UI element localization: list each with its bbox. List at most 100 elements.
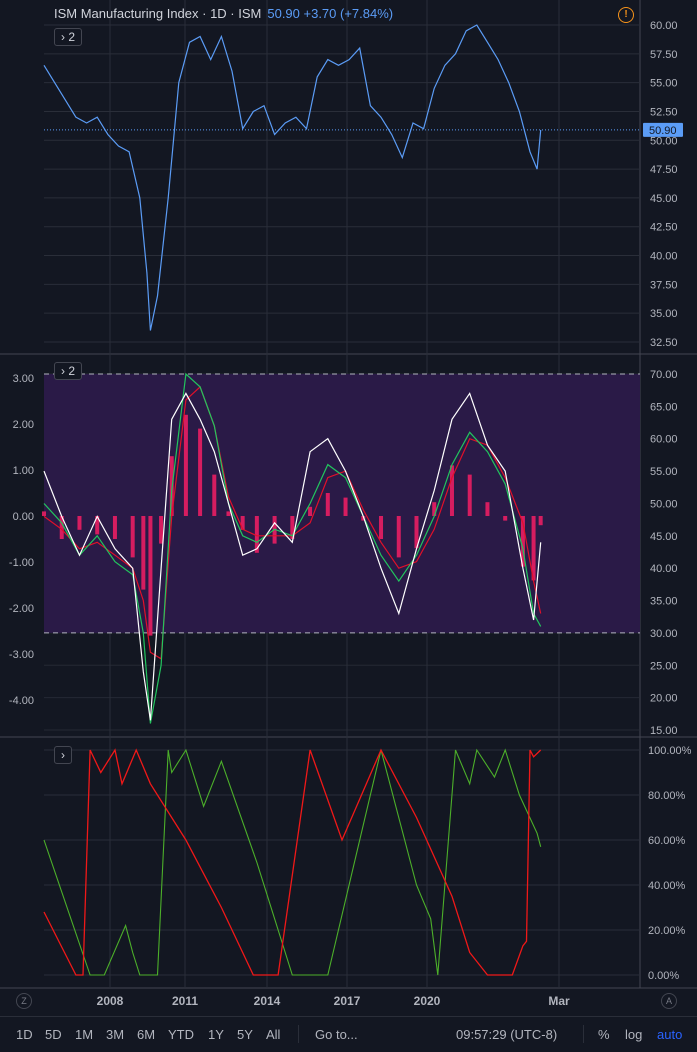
y-tick-label: 100.00%: [648, 745, 692, 757]
y-tick-label: 20.00: [650, 693, 678, 705]
y-tick-label: 30.00: [650, 628, 678, 640]
range-1d-button[interactable]: 1D: [16, 1027, 33, 1042]
histogram-bar: [183, 414, 188, 516]
range-ytd-button[interactable]: YTD: [168, 1027, 194, 1042]
histogram-bar: [148, 516, 153, 636]
histogram-bar: [226, 511, 231, 516]
y-tick-label: 15.00: [650, 725, 678, 737]
last-price-change: 50.90 +3.70 (+7.84%): [267, 6, 394, 21]
histogram-bar: [414, 516, 419, 549]
left-y-tick-label: 2.00: [13, 419, 34, 431]
y-tick-label: 47.50: [650, 164, 678, 176]
y-tick-label: 20.00%: [648, 925, 686, 937]
fast-ma-line: [43, 372, 542, 724]
y-tick-label: 40.00: [650, 251, 678, 263]
histogram-bar: [308, 506, 313, 516]
x-tick-label: 2008: [97, 994, 124, 1008]
histogram-bar: [240, 516, 245, 530]
histogram-bar: [432, 502, 437, 516]
left-y-tick-label: 3.00: [13, 373, 34, 385]
histogram-bar: [325, 493, 330, 516]
y-tick-label: 70.00: [650, 369, 678, 381]
y-tick-label: 60.00: [650, 434, 678, 446]
left-y-tick-label: -1.00: [9, 557, 34, 569]
left-y-tick-label: -3.00: [9, 649, 34, 661]
range-3m-button[interactable]: 3M: [106, 1027, 125, 1042]
y-tick-label: 55.00: [650, 466, 678, 478]
y-tick-label: 32.50: [650, 337, 678, 349]
histogram-bar: [77, 516, 82, 530]
y-tick-label: 60.00%: [648, 835, 686, 847]
y-tick-label: 35.00: [650, 596, 678, 608]
histogram-bar: [59, 516, 64, 539]
x-tick-label: 2017: [334, 994, 361, 1008]
percent-scale-toggle[interactable]: %: [598, 1027, 610, 1042]
chevron-right-icon: ›: [61, 30, 65, 44]
y-tick-label: 65.00: [650, 401, 678, 413]
histogram-bar: [159, 516, 164, 544]
y-tick-label: 40.00%: [648, 880, 686, 892]
price-axes: 2008 2011 2014 2017 2020 Mar 60.00 57.50 55.00 52…: [9, 20, 692, 1008]
log-scale-toggle[interactable]: log: [625, 1027, 643, 1042]
collapse-count: 2: [68, 364, 76, 378]
alert-icon[interactable]: !: [618, 7, 634, 23]
price-series-line: [43, 24, 542, 331]
range-5d-button[interactable]: 5D: [45, 1027, 62, 1042]
chevron-right-icon: ›: [61, 364, 65, 378]
histogram-bar: [42, 511, 46, 516]
histogram-bar: [212, 474, 217, 516]
y-tick-label: 60.00: [650, 20, 678, 32]
range-1y-button[interactable]: 1Y: [208, 1027, 224, 1042]
auto-scale-button[interactable]: A: [661, 993, 677, 1009]
clock-display: 09:57:29 (UTC-8): [456, 1027, 558, 1042]
collapse-pane-3-button[interactable]: ›: [54, 746, 72, 764]
histogram-bar: [379, 516, 384, 539]
left-y-tick-label: 0.00: [13, 511, 34, 523]
histogram-bar: [343, 497, 348, 516]
toolbar-divider: [583, 1025, 584, 1043]
last-price-label: 50.90: [649, 125, 677, 137]
last-price-badge: [643, 122, 683, 137]
x-tick-label: 2020: [414, 994, 441, 1008]
histogram-bar: [396, 516, 401, 558]
range-5y-button[interactable]: 5Y: [237, 1027, 253, 1042]
y-tick-label: 57.50: [650, 49, 678, 61]
left-y-tick-label: 1.00: [13, 465, 34, 477]
auto-scale-toggle[interactable]: auto: [657, 1027, 683, 1042]
chart-legend: ISM Manufacturing Index · 1D · ISM 50.90 …: [54, 6, 393, 21]
x-tick-label: 2014: [254, 994, 281, 1008]
x-tick-label: 2011: [172, 994, 198, 1008]
y-tick-label: 25.00: [650, 660, 678, 672]
histogram-bar: [467, 474, 472, 516]
chart-marks: 50.90: [42, 24, 683, 976]
histogram-bar: [449, 465, 454, 516]
chart-canvas[interactable]: 50.90 2008 2011 2014 2017 2020 Mar 60.00 57.50 5…: [0, 0, 697, 1016]
y-tick-label: 80.00%: [648, 790, 686, 802]
histogram-bar: [141, 516, 146, 590]
histogram-bar: [485, 502, 490, 516]
histogram-bar: [361, 516, 366, 521]
zoom-reset-button[interactable]: Z: [16, 993, 32, 1009]
y-tick-label: 35.00: [650, 308, 678, 320]
collapse-pane-1-button[interactable]: › 2: [54, 28, 83, 46]
bottom-toolbar: 1D 5D 1M 3M 6M YTD 1Y 5Y All Go to... 09…: [0, 1016, 697, 1052]
y-tick-label: 52.50: [650, 106, 678, 118]
collapse-pane-2-button[interactable]: › 2: [54, 362, 83, 380]
left-y-tick-label: -4.00: [9, 695, 34, 707]
red-percent-line: [43, 748, 542, 976]
goto-date-button[interactable]: Go to...: [315, 1027, 358, 1042]
collapse-count: 2: [68, 30, 76, 44]
histogram-bar: [112, 516, 117, 539]
green-percent-line: [43, 748, 542, 976]
histogram-bar: [254, 516, 259, 553]
range-all-button[interactable]: All: [266, 1027, 281, 1042]
histogram-bar: [290, 516, 295, 539]
y-tick-label: 50.00: [650, 135, 678, 147]
y-tick-label: 50.00: [650, 498, 678, 510]
range-6m-button[interactable]: 6M: [137, 1027, 156, 1042]
toolbar-divider: [298, 1025, 299, 1043]
y-tick-label: 0.00%: [648, 970, 679, 982]
overbought-oversold-band: [44, 373, 640, 634]
range-1m-button[interactable]: 1M: [75, 1027, 94, 1042]
histogram-bar: [130, 516, 135, 558]
